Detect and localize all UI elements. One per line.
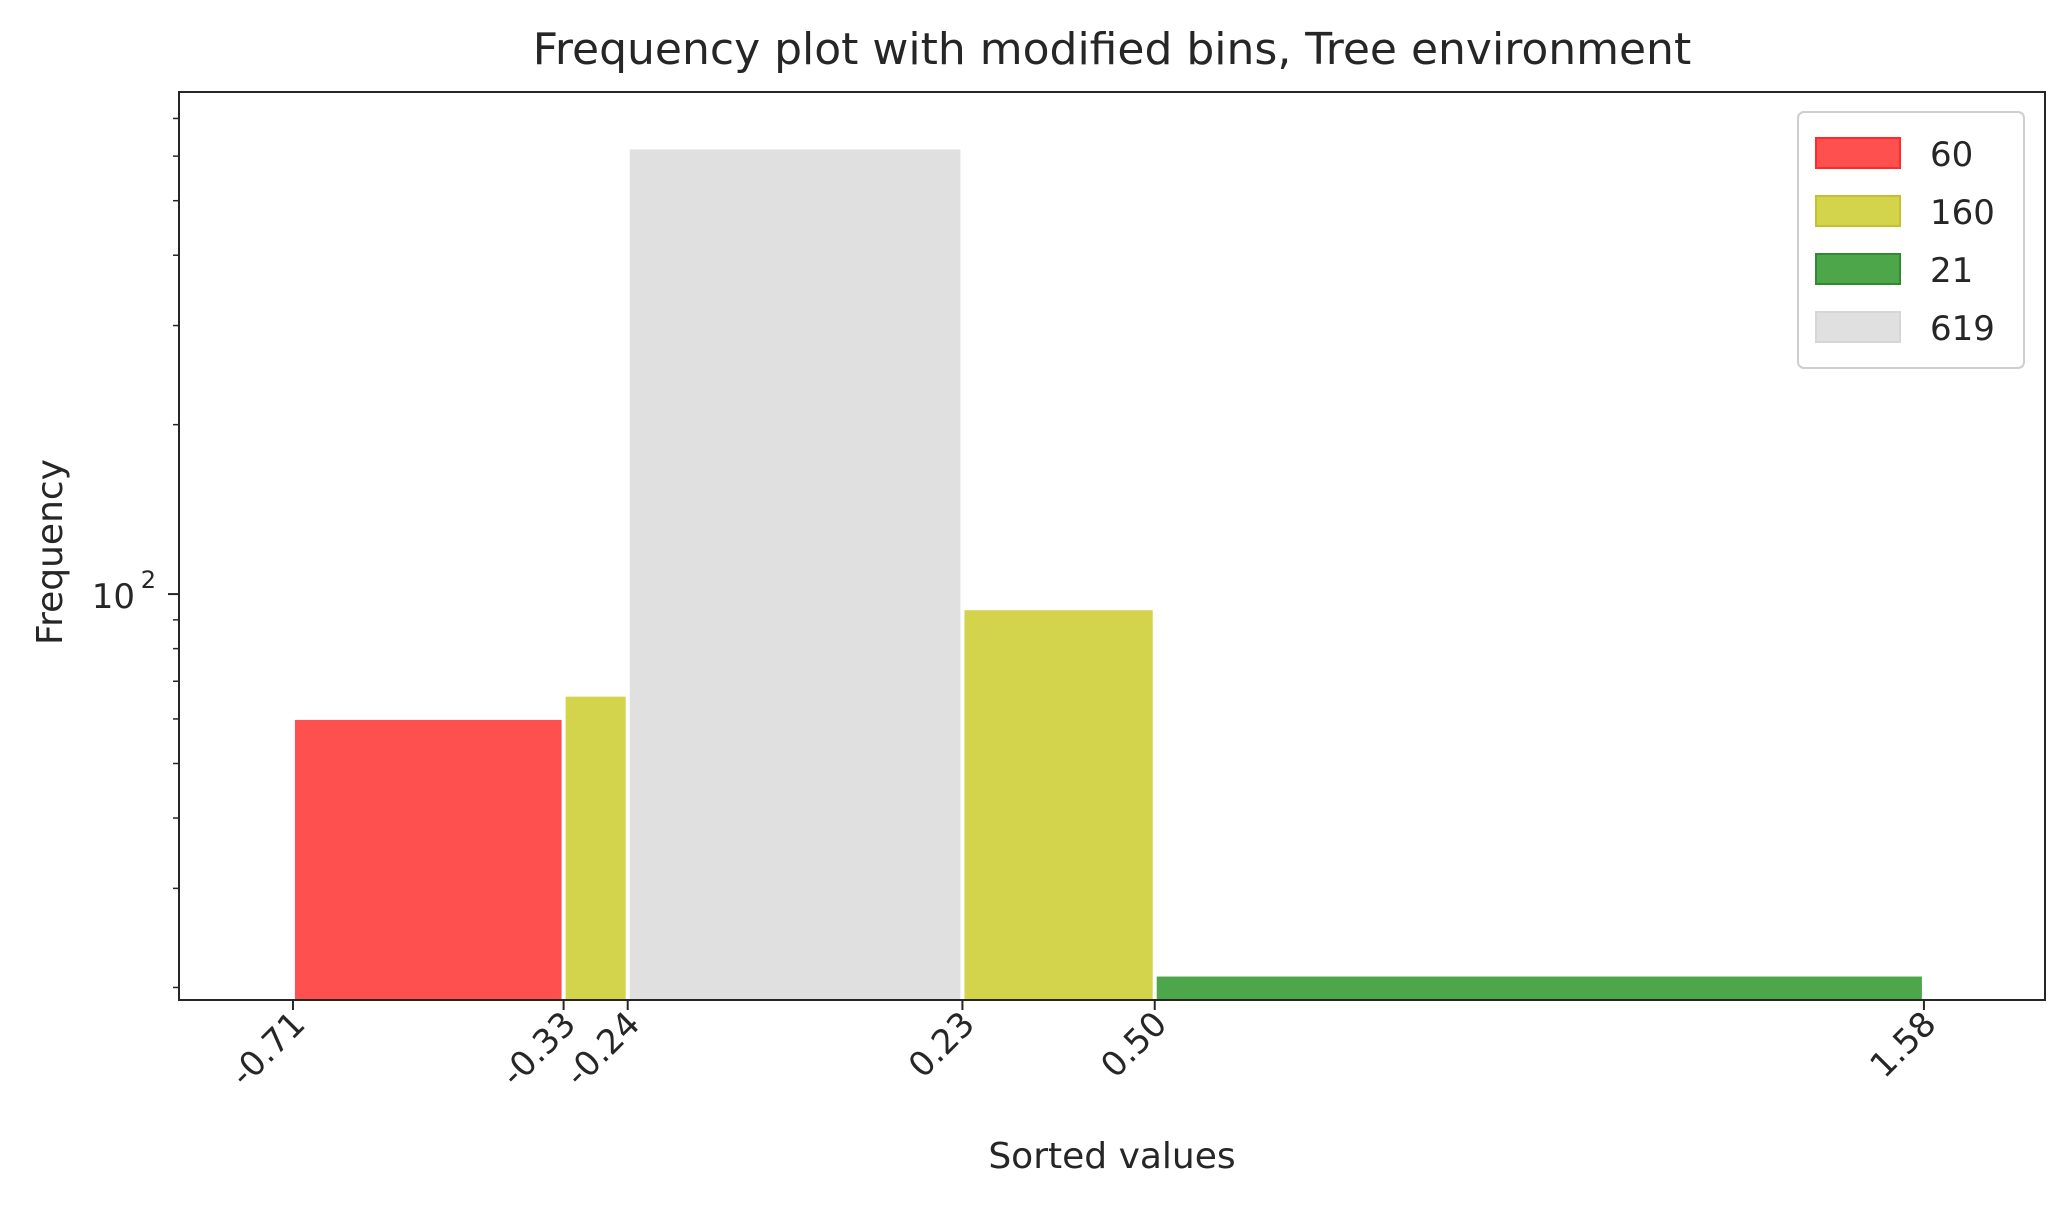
y-axis-ticks: 10 2 — [92, 117, 179, 989]
legend-swatch-0 — [1815, 137, 1901, 169]
y-axis-label: Frequency — [30, 459, 71, 645]
bar-series-0-bin-0 — [292, 717, 564, 1001]
legend-swatch-3 — [1815, 311, 1901, 343]
legend-label-0: 60 — [1930, 135, 1973, 175]
bar-series-2-bin-0 — [1154, 974, 1924, 1001]
legend-swatch-2 — [1815, 253, 1901, 285]
legend-label-1: 160 — [1930, 193, 1995, 233]
bar-series-1-bin-0 — [563, 694, 628, 1001]
bar-series-3-bin-0 — [627, 147, 963, 1002]
bar-series-1-bin-1 — [962, 608, 1155, 1002]
legend-label-3: 619 — [1930, 309, 1995, 349]
legend-swatch-1 — [1815, 195, 1901, 227]
legend: 60 160 21 619 — [1797, 111, 2025, 369]
legend-label-2: 21 — [1930, 251, 1973, 291]
y-tick-exponent: 2 — [141, 566, 156, 594]
chart-title: Frequency plot with modified bins, Tree … — [533, 24, 1691, 75]
bars — [292, 147, 1924, 1002]
x-axis-label: Sorted values — [988, 1136, 1235, 1177]
y-tick-label: 10 — [92, 577, 135, 617]
legend-frame — [1797, 111, 2025, 369]
plot-frame — [178, 91, 2046, 1001]
